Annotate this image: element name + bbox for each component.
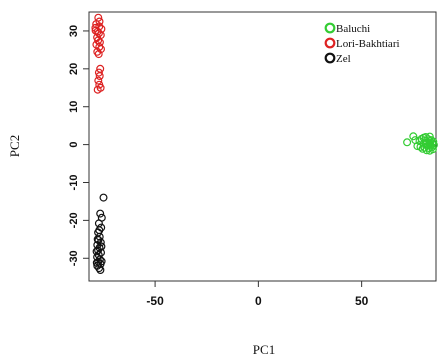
legend-marker-lori-bakhtiari bbox=[324, 37, 336, 49]
data-point-baluchi bbox=[416, 142, 425, 151]
y-axis: -30 -20 -10 0 10 20 30 bbox=[68, 25, 89, 266]
legend-label-baluchi: Baluchi bbox=[336, 23, 370, 35]
data-point-lori-bakhtiari bbox=[93, 85, 102, 94]
data-point-zel bbox=[96, 209, 105, 218]
legend-marker-zel bbox=[324, 52, 336, 64]
y-tick-label: -30 bbox=[68, 250, 80, 266]
data-points bbox=[91, 13, 438, 275]
data-point-baluchi bbox=[421, 133, 430, 142]
data-point-zel bbox=[92, 247, 101, 256]
data-point-lori-bakhtiari bbox=[95, 71, 104, 80]
x-axis: -50 0 50 bbox=[146, 281, 369, 308]
data-point-baluchi bbox=[409, 132, 418, 141]
data-point-baluchi bbox=[428, 145, 437, 154]
series-baluchi bbox=[403, 132, 438, 155]
y-tick-label: -10 bbox=[68, 175, 80, 191]
data-point-zel bbox=[92, 258, 101, 267]
series-lori-bakhtiari bbox=[91, 13, 106, 94]
data-point-zel bbox=[95, 226, 104, 235]
data-point-lori-bakhtiari bbox=[94, 76, 103, 85]
y-tick-label: 10 bbox=[68, 101, 80, 113]
data-point-baluchi bbox=[429, 141, 438, 150]
data-point-zel bbox=[94, 236, 103, 245]
data-point-zel bbox=[99, 193, 108, 202]
data-point-zel bbox=[97, 257, 106, 266]
data-point-baluchi bbox=[403, 138, 412, 147]
plot-frame bbox=[88, 11, 437, 282]
legend-label-lori-bakhtiari: Lori-Bakhtiari bbox=[336, 38, 400, 50]
y-tick-label: 30 bbox=[68, 25, 80, 37]
x-tick-label: 50 bbox=[355, 294, 369, 308]
y-tick-label: 0 bbox=[68, 142, 80, 148]
x-tick-label: 0 bbox=[255, 294, 262, 308]
data-point-zel bbox=[96, 266, 105, 275]
data-point-zel bbox=[93, 235, 102, 244]
y-tick-label: 20 bbox=[68, 63, 80, 75]
data-point-zel bbox=[97, 242, 106, 251]
data-point-lori-bakhtiari bbox=[94, 68, 103, 77]
y-axis-title: PC2 bbox=[7, 135, 22, 157]
x-axis-title: PC1 bbox=[253, 342, 275, 357]
y-tick-label: -20 bbox=[68, 212, 80, 228]
data-point-lori-bakhtiari bbox=[93, 27, 102, 36]
data-point-baluchi bbox=[425, 132, 434, 141]
series-zel bbox=[92, 193, 108, 275]
x-tick-label: -50 bbox=[146, 294, 164, 308]
data-point-lori-bakhtiari bbox=[91, 23, 100, 32]
legend-marker-baluchi bbox=[324, 22, 336, 34]
data-point-lori-bakhtiari bbox=[94, 50, 103, 59]
legend-label-zel: Zel bbox=[336, 53, 351, 65]
data-point-lori-bakhtiari bbox=[95, 17, 104, 26]
legend: Baluchi Lori-Bakhtiari Zel bbox=[324, 22, 400, 65]
